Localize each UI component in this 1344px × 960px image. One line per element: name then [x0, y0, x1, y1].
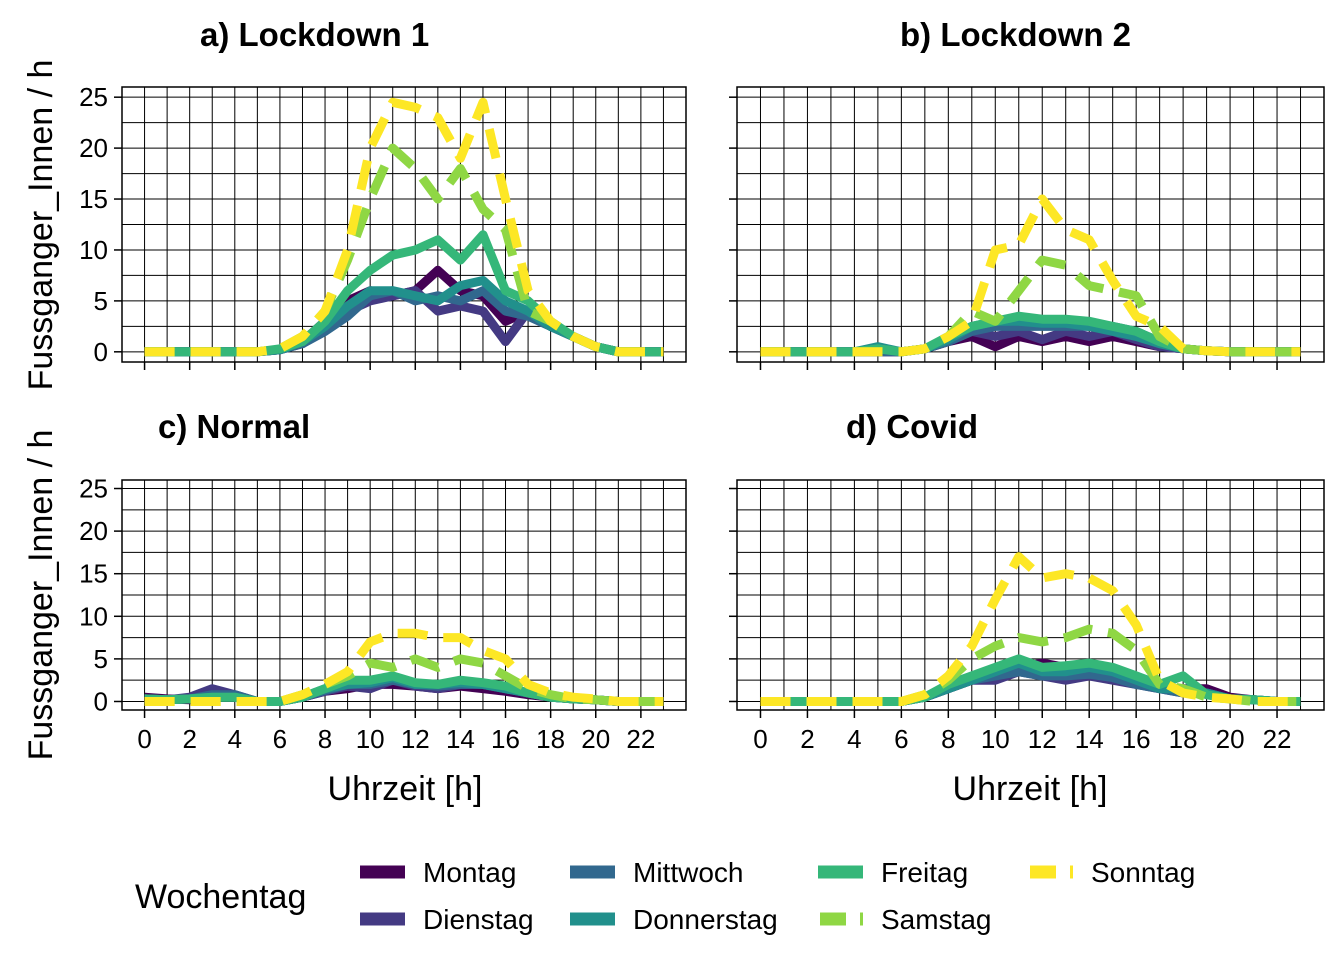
- y-tick-label: 15: [79, 559, 108, 589]
- panel-axes: 0 2 4 6 8 10 12 14 16 18 20 22 0 5 10 15 20 25: [79, 474, 687, 754]
- x-axis-label-right: Uhrzeit [h]: [953, 770, 1108, 808]
- y-axis-label-top: Fussganger_Innen / h: [22, 60, 60, 391]
- x-tick-label: 14: [1075, 724, 1104, 754]
- x-tick-label: 18: [1169, 724, 1198, 754]
- series-line-freitag: [760, 654, 1301, 706]
- series-line-sonntag: [144, 628, 664, 706]
- panel-series: [144, 628, 664, 706]
- x-tick-label: 8: [941, 724, 955, 754]
- legend-label-samstag: Samstag: [881, 904, 992, 935]
- legend-label-sonntag: Sonntag: [1091, 857, 1195, 888]
- y-tick-label: 5: [94, 644, 108, 674]
- panel-title: b) Lockdown 2: [900, 16, 1131, 53]
- panel-axes: 0 2 4 6 8 10 12 14 16 18 20 22: [729, 479, 1325, 754]
- x-tick-label: 16: [1122, 724, 1151, 754]
- x-tick-label: 2: [182, 724, 196, 754]
- x-tick-label: 10: [981, 724, 1010, 754]
- legend-label-mittwoch: Mittwoch: [633, 857, 743, 888]
- x-tick-label: 12: [1028, 724, 1057, 754]
- x-tick-label: 12: [401, 724, 430, 754]
- x-tick-label: 16: [491, 724, 520, 754]
- y-tick-label: 0: [94, 337, 108, 367]
- x-tick-label: 2: [800, 724, 814, 754]
- y-axis-label-bottom: Fussganger_Innen / h: [22, 430, 60, 761]
- legend-items: Montag Dienstag Mittwoch Donnerstag Freitag S…: [360, 857, 1195, 935]
- x-tick-label: 10: [356, 724, 385, 754]
- x-tick-label: 20: [581, 724, 610, 754]
- series-line-sonntag: [760, 194, 1301, 357]
- panel-title: d) Covid: [846, 408, 978, 445]
- legend-label-donnerstag: Donnerstag: [633, 904, 778, 935]
- panel-covid: d) Covid 0 2 4 6 8 10 12 14 16 18 20 22: [729, 408, 1325, 754]
- y-tick-label: 0: [94, 686, 108, 716]
- y-tick-label: 25: [79, 474, 108, 504]
- x-tick-label: 0: [137, 724, 151, 754]
- panel-grid: [122, 480, 686, 710]
- y-tick-label: 5: [94, 286, 108, 316]
- x-tick-label: 6: [894, 724, 908, 754]
- x-tick-label: 0: [753, 724, 767, 754]
- panel-lockdown-2: b) Lockdown 2: [729, 16, 1325, 370]
- x-axis-label-left: Uhrzeit [h]: [328, 770, 483, 808]
- panel-normal: c) Normal 0 2 4 6 8 10 12 14 16 18 20 22 0 5 10 15 20 25: [79, 408, 687, 754]
- plot-frame: [736, 86, 1325, 363]
- series-line-sonntag: [144, 97, 664, 357]
- panel-title: a) Lockdown 1: [200, 16, 429, 53]
- panel-series: [760, 552, 1301, 706]
- y-tick-label: 15: [79, 184, 108, 214]
- x-tick-label: 20: [1216, 724, 1245, 754]
- legend-label-dienstag: Dienstag: [423, 904, 534, 935]
- y-tick-label: 20: [79, 133, 108, 163]
- x-tick-label: 14: [446, 724, 475, 754]
- legend: Wochentag Montag Dienstag Mittwoch Donnerst…: [135, 857, 1195, 935]
- x-tick-label: 22: [1263, 724, 1292, 754]
- panel-grid: [737, 87, 1324, 362]
- y-tick-label: 10: [79, 235, 108, 265]
- series-line-samstag: [760, 624, 1301, 706]
- x-tick-label: 4: [847, 724, 861, 754]
- x-tick-label: 4: [228, 724, 242, 754]
- panel-axes: 0 5 10 15 20 25: [79, 82, 687, 370]
- plot-frame: [121, 479, 687, 711]
- x-tick-label: 6: [273, 724, 287, 754]
- x-tick-label: 18: [536, 724, 565, 754]
- y-tick-label: 20: [79, 516, 108, 546]
- y-tick-label: 25: [79, 82, 108, 112]
- y-tick-label: 10: [79, 601, 108, 631]
- panel-title: c) Normal: [158, 408, 310, 445]
- panel-lockdown-1: a) Lockdown 1 0 5 10 15 20 25: [79, 16, 687, 370]
- legend-label-montag: Montag: [423, 857, 516, 888]
- plot-frame: [121, 86, 687, 363]
- panel-series: [760, 194, 1301, 357]
- legend-label-freitag: Freitag: [881, 857, 968, 888]
- panel-series: [144, 97, 664, 357]
- x-tick-label: 22: [626, 724, 655, 754]
- plot-frame: [736, 479, 1325, 711]
- x-tick-label: 8: [318, 724, 332, 754]
- legend-title: Wochentag: [135, 878, 306, 916]
- series-line-sonntag: [760, 552, 1301, 706]
- panel-axes: [729, 86, 1325, 370]
